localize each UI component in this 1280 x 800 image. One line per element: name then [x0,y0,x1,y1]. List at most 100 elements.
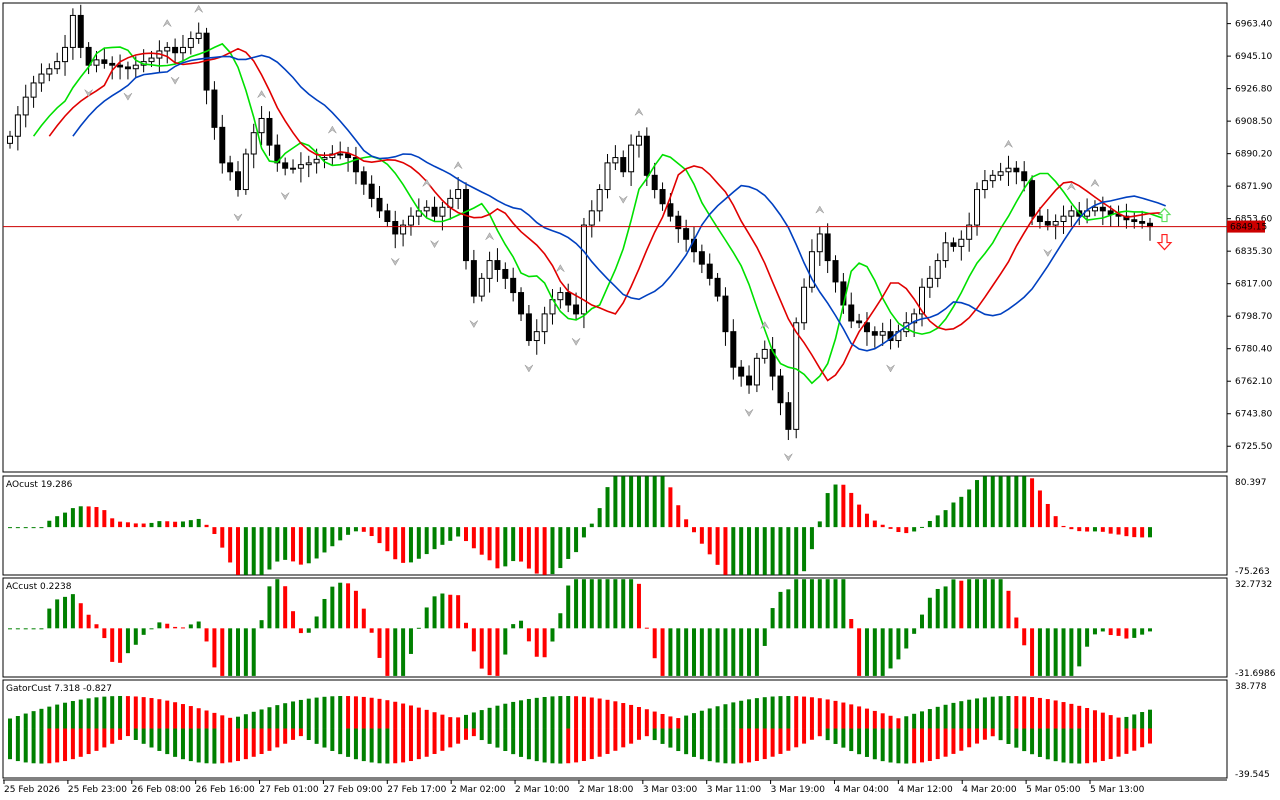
histogram-bar [180,627,185,629]
histogram-bar [857,628,862,676]
histogram-bar [519,527,524,562]
gator-upper-bar [259,709,264,729]
histogram-bar [794,527,799,575]
gator-upper-bar [1053,700,1058,729]
gator-upper-bar [416,707,421,729]
gator-upper-bar [1014,696,1019,729]
histogram-bar [259,620,264,629]
gator-upper-bar [424,709,429,729]
histogram-bar [613,579,618,629]
histogram-bar [943,586,948,629]
candle-body [651,174,658,191]
price-tick-label: 6835.30 [1235,247,1272,257]
gator-upper-bar [904,716,909,729]
gator-lower-bar [841,728,846,748]
time-tick-label: 27 Feb 09:00 [323,785,382,795]
candle-body [14,114,21,137]
histogram-bar [196,621,201,629]
fractal-down-arrow [571,338,581,346]
gator-lower-bar [416,728,421,760]
gator-lower-bar [707,728,712,762]
candle-body [1052,221,1059,226]
gator-upper-bar [1124,716,1129,729]
candle-body [400,224,407,235]
histogram-bar [872,628,877,676]
gator-lower-bar [408,728,413,762]
candle-body [1091,206,1098,212]
gator-upper-bar [1077,705,1082,729]
histogram-bar [1085,628,1090,647]
gator-lower-bar [1132,728,1137,751]
candle-body [219,126,226,164]
gator-upper-bar [220,715,225,729]
histogram-bar [1116,628,1121,636]
candle-body [730,331,737,368]
histogram-bar [259,527,264,575]
candle-body [706,263,713,279]
candle-body [54,61,61,70]
gator-lower-bar [196,728,201,763]
gator-lower-bar [330,728,335,751]
histogram-bar [597,508,602,528]
gator-upper-bar [63,702,68,729]
histogram-bar [440,593,445,629]
gator-upper-bar [597,698,602,729]
gator-lower-bar [676,728,681,752]
histogram-bar [361,608,366,629]
gator-lower-bar [353,728,358,760]
price-tick-label: 6780.40 [1235,345,1272,355]
histogram-bar [125,628,130,654]
histogram-bar [125,522,130,528]
gator-upper-bar [943,704,948,729]
gator-upper-bar [125,696,130,729]
gator-lower-bar [794,728,799,748]
histogram-bar [1132,527,1137,538]
histogram-bar [652,628,657,659]
gator-upper-bar [526,698,531,729]
fractal-up-arrow [1067,182,1076,191]
candle-body [683,228,690,240]
gator-upper-bar [471,712,476,729]
histogram-bar [157,521,162,528]
price-tick-label: 6926.80 [1235,85,1272,95]
histogram-bar [1037,628,1042,676]
histogram-bar [1037,490,1042,528]
histogram-bar [558,527,563,569]
histogram-bar [283,586,288,629]
gator-lower-bar [432,728,437,754]
gator-upper-bar [731,702,736,729]
gator-upper-bar [1022,696,1027,729]
gator-upper-bar [574,696,579,729]
histogram-bar [676,505,681,528]
histogram-bar [786,589,791,629]
histogram-bar [660,628,665,676]
gator-lower-bar [526,728,531,760]
candle-body [384,210,391,223]
histogram-bar [872,520,877,528]
gator-lower-bar [369,728,374,763]
gator-lower-bar [1053,728,1058,762]
gator-upper-bar [762,697,767,729]
gator-lower-bar [1100,728,1105,761]
candle-body [1139,221,1146,224]
histogram-bar [440,527,445,545]
fractal-up-arrow [163,19,172,27]
gator-lower-bar [692,728,696,757]
candle-body [148,57,155,63]
gator-lower-bar [180,728,185,760]
gator-upper-bar [1037,697,1042,729]
gator-upper-bar [1132,714,1137,729]
candle-body [848,304,855,322]
candle-body [722,295,729,333]
histogram-bar [754,527,759,575]
histogram-bar [39,527,44,529]
candle-body [596,189,603,212]
gator-lower-bar [786,728,791,751]
gator-upper-bar [204,710,209,729]
histogram-bar [157,622,162,629]
histogram-bar [275,527,280,562]
histogram-bar [165,521,170,528]
gator-lower-bar [699,728,704,760]
